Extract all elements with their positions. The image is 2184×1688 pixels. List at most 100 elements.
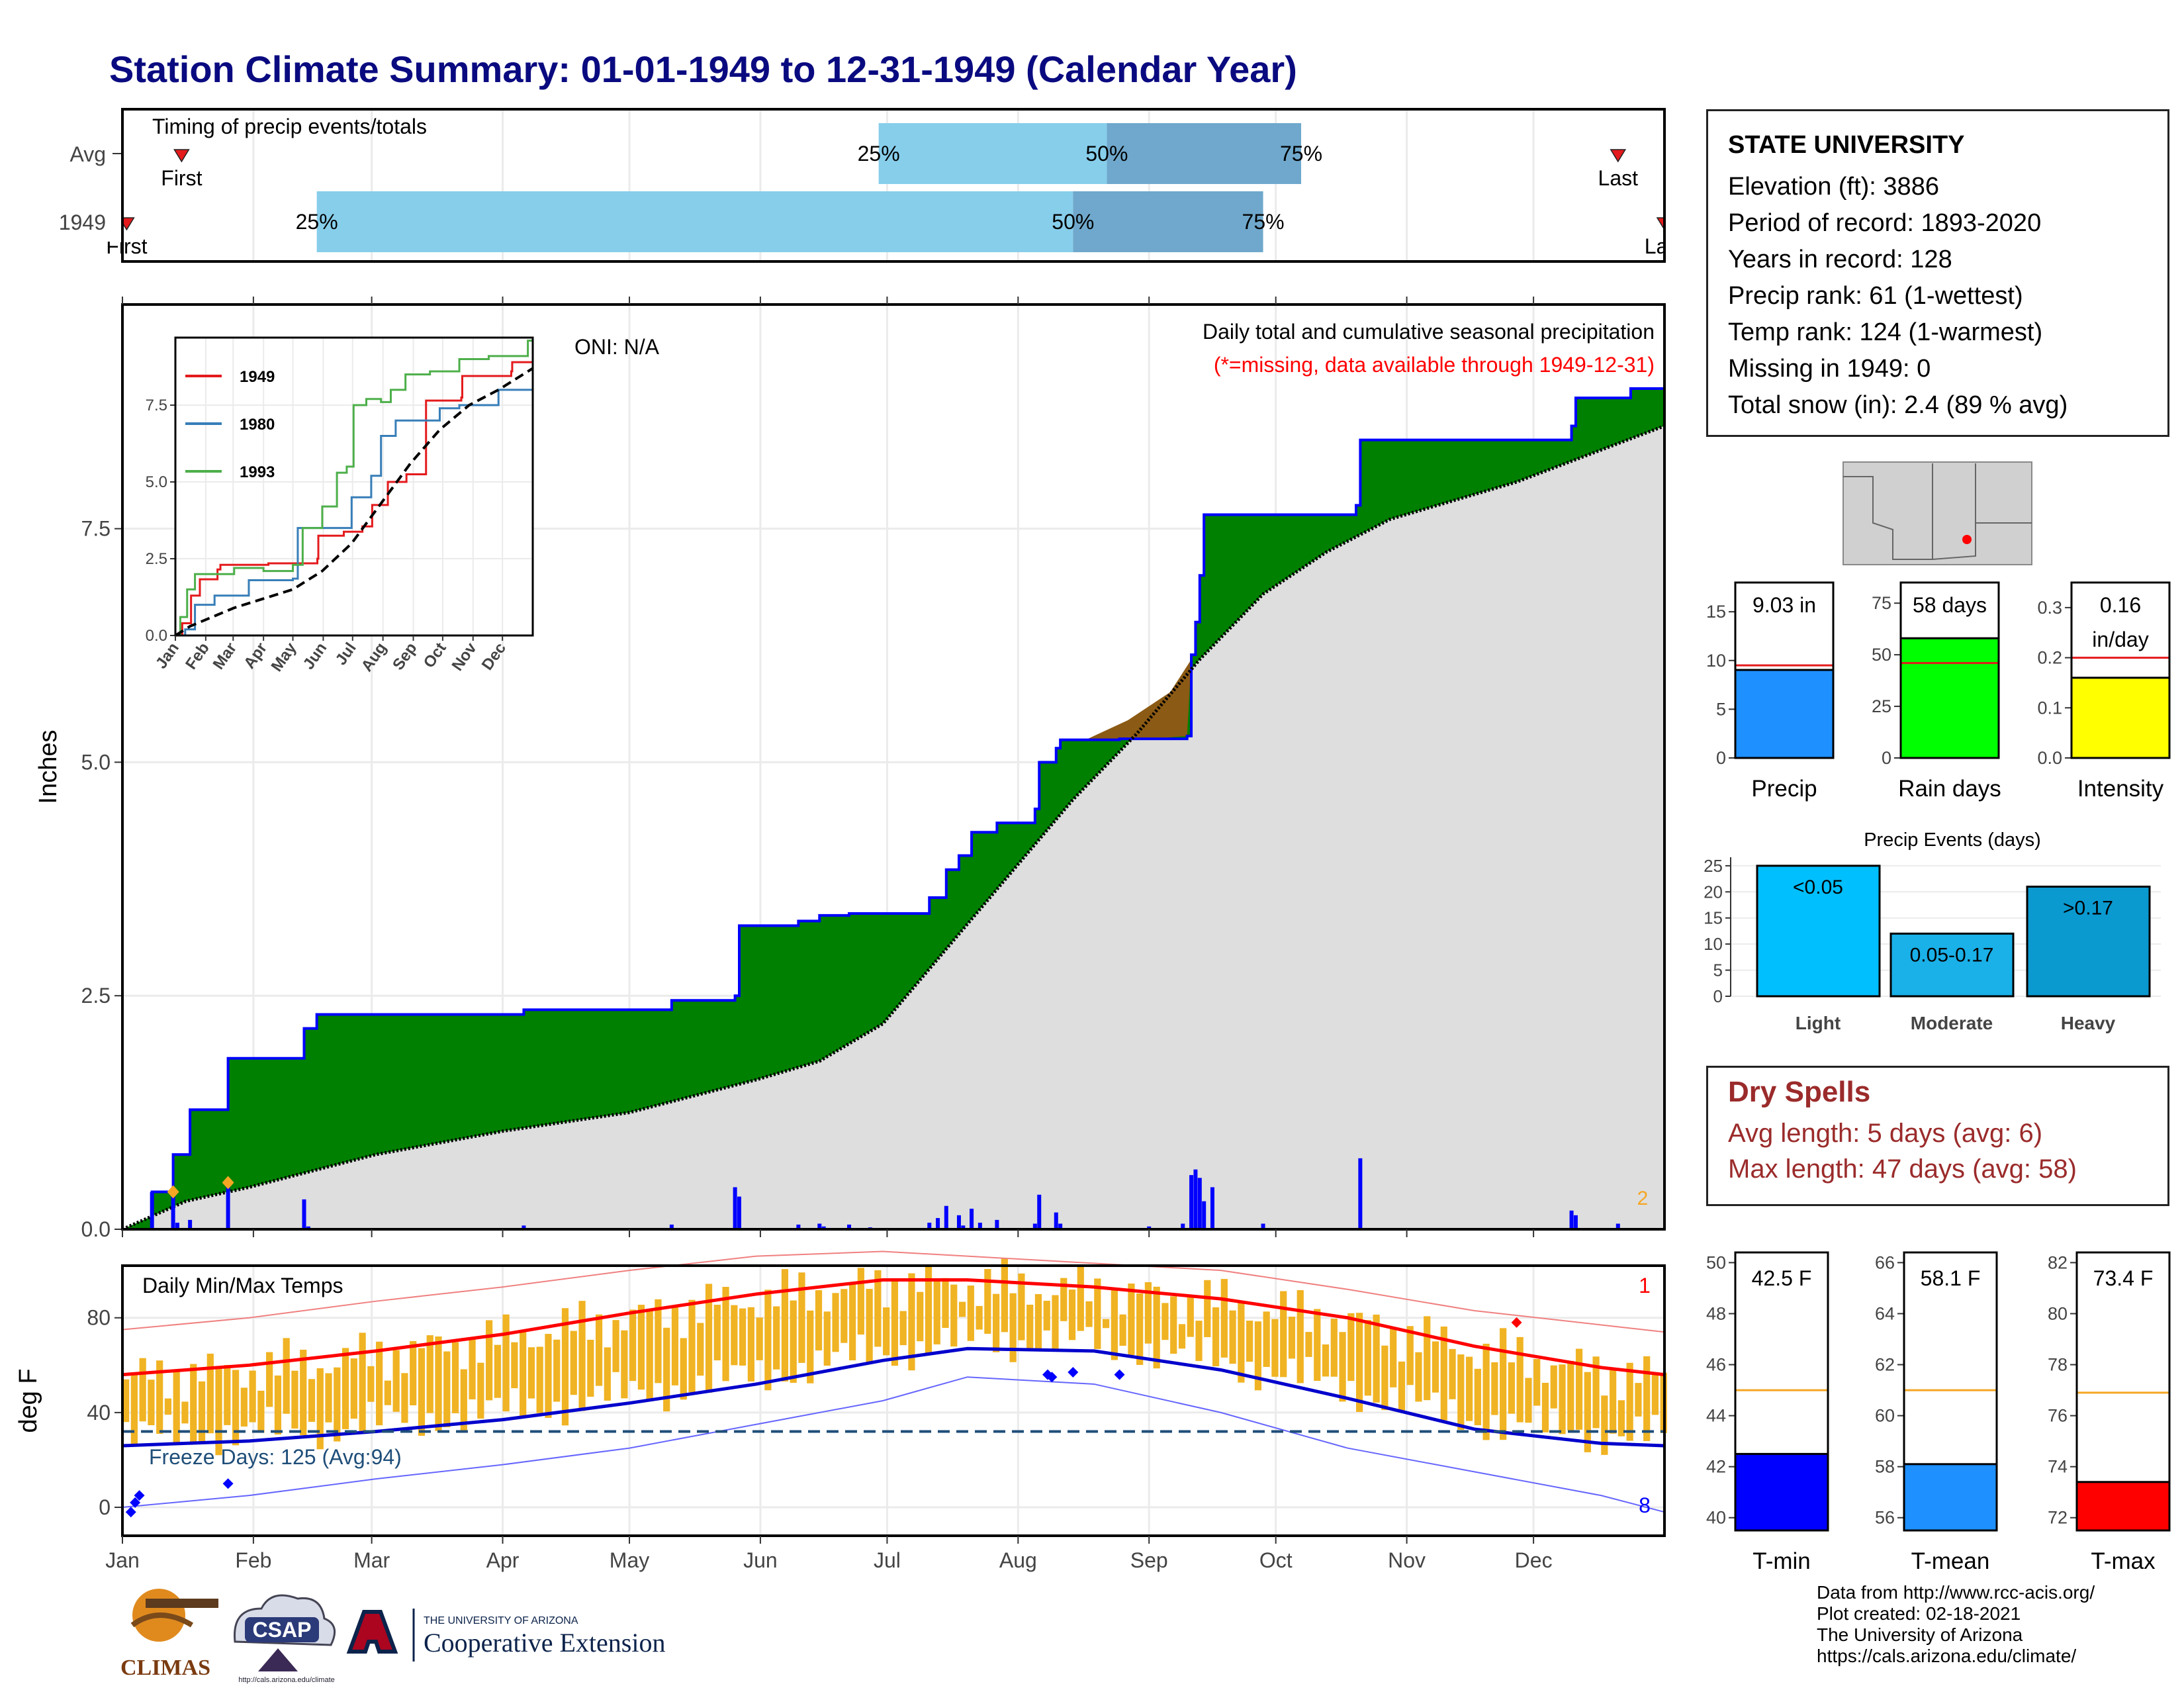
- t-mean-summary-ytick-label: 56: [1875, 1508, 1895, 1528]
- events-bar: [1756, 865, 1881, 998]
- daily-temp-range-bar: [629, 1309, 637, 1382]
- record-max-line: [122, 1250, 1665, 1333]
- daily-precip-bar: [936, 1218, 940, 1229]
- t-max-summary-category-label: T-max: [2091, 1548, 2156, 1574]
- daily-temp-range-bar: [1085, 1301, 1093, 1327]
- station-name: STATE UNIVERSITY: [1728, 131, 1965, 159]
- precip-ylabel: Inches: [34, 730, 62, 804]
- daily-temp-range-bar: [1254, 1321, 1262, 1391]
- daily-temp-range-bar: [1610, 1368, 1617, 1434]
- t-mean-summary-ytick-label: 64: [1875, 1303, 1895, 1323]
- daily-temp-range-bar: [866, 1289, 873, 1364]
- daily-temp-range-bar: [190, 1364, 197, 1444]
- map-state-borders: [1843, 463, 1976, 560]
- rain-days-summary-frame: [1899, 581, 2000, 759]
- freeze-days-label: Freeze Days: 125 (Avg:94): [149, 1445, 402, 1469]
- t-mean-summary-frame: [1903, 1251, 1998, 1532]
- daily-temp-range-bar: [334, 1367, 341, 1442]
- timeline-pct25: 25%: [858, 142, 900, 165]
- daily-temp-range-bar: [1635, 1383, 1642, 1417]
- daily-precip-bar: [302, 1199, 306, 1229]
- daily-temp-range-bar: [705, 1284, 713, 1393]
- daily-temp-range-bar: [274, 1375, 282, 1434]
- daily-temp-range-bar: [993, 1293, 1000, 1352]
- daily-temp-range-bar: [1001, 1258, 1008, 1333]
- inset-series-line: [175, 358, 534, 637]
- record-high-count: 1: [1639, 1274, 1651, 1297]
- daily-temp-range-bar: [680, 1338, 687, 1400]
- rain-days-summary-ytick-label: 0: [1882, 748, 1891, 768]
- t-max-summary-ytick-label: 76: [2048, 1406, 2068, 1426]
- precip-ytick-label: 5.0: [81, 750, 111, 774]
- station-temp-rank: Temp rank: 124 (1-warmest): [1728, 318, 2043, 346]
- snow-marker: [167, 1185, 179, 1199]
- t-mean-summary-ytick-label: 66: [1875, 1252, 1895, 1272]
- timeline-pct75: 75%: [1242, 210, 1285, 234]
- oni-label: ONI: N/A: [574, 335, 660, 359]
- timeline-row-label: 1949: [59, 211, 106, 234]
- daily-precip-bar: [995, 1219, 999, 1229]
- daily-temp-range-bar: [646, 1309, 653, 1401]
- inset-series-line: [175, 338, 534, 637]
- t-max-summary-ytick-label: 74: [2048, 1457, 2068, 1477]
- daily-temp-range-bar: [1381, 1345, 1388, 1411]
- month-tick-label: Jul: [874, 1548, 901, 1572]
- daily-temp-range-bar: [206, 1353, 214, 1434]
- daily-temp-range-bar: [1525, 1378, 1532, 1423]
- daily-temp-range-bar: [739, 1308, 747, 1366]
- daily-temp-range-bar: [587, 1339, 594, 1397]
- daily-precip-bar: [1032, 1223, 1037, 1229]
- daily-temp-range-bar: [418, 1348, 426, 1436]
- daily-precip-bar: [733, 1187, 737, 1229]
- month-tick-label: Mar: [353, 1548, 390, 1572]
- daily-temp-range-bar: [841, 1289, 848, 1343]
- daily-temp-range-bar: [1406, 1326, 1414, 1385]
- events-category-label: Light: [1796, 1013, 1841, 1033]
- daily-temp-range-bar: [384, 1380, 391, 1405]
- map-background: [1843, 461, 2032, 565]
- events-category-label: Heavy: [2061, 1013, 2116, 1033]
- t-min-summary-ytick-label: 44: [1706, 1406, 1726, 1426]
- inset-ytick-label: 5.0: [146, 473, 167, 491]
- daily-temp-range-bar: [520, 1332, 527, 1419]
- daily-temp-range-bar: [1373, 1314, 1380, 1403]
- credit-url[interactable]: https://cals.arizona.edu/climate/: [1817, 1646, 2077, 1666]
- month-tick-label: Apr: [486, 1548, 520, 1572]
- csap-logo: CSAP http://cals.arizona.edu/climate: [234, 1594, 336, 1684]
- daily-temp-range-bar: [1271, 1319, 1279, 1377]
- daily-temp-range-bar: [848, 1284, 856, 1361]
- daily-temp-range-bar: [1102, 1319, 1110, 1329]
- daily-temp-range-bar: [1398, 1361, 1406, 1413]
- t-mean-summary-bar: [1903, 1463, 1998, 1532]
- daily-precip-bar: [1197, 1178, 1202, 1229]
- daily-temp-range-bar: [1144, 1282, 1152, 1344]
- temp-ytick-label: 0: [99, 1495, 111, 1519]
- daily-temp-range-bar: [1457, 1354, 1465, 1430]
- daily-temp-range-bar: [958, 1301, 966, 1317]
- daily-temp-range-bar: [1559, 1364, 1566, 1434]
- month-tick-label: Feb: [235, 1548, 271, 1572]
- daily-temp-range-bar: [1136, 1293, 1144, 1365]
- daily-temp-range-bar: [815, 1290, 823, 1351]
- daily-temp-range-bar: [130, 1375, 138, 1444]
- daily-temp-range-bar: [341, 1348, 349, 1429]
- daily-temp-range-bar: [1424, 1316, 1431, 1401]
- daily-temp-range-bar: [663, 1327, 670, 1412]
- daily-temp-range-bar: [798, 1272, 805, 1363]
- timeline-pct75: 75%: [1280, 142, 1322, 165]
- daily-precip-bar: [1058, 1223, 1063, 1229]
- t-min-summary-value-label: 42.5 F: [1752, 1266, 1812, 1290]
- daily-temp-range-bar: [1195, 1321, 1203, 1362]
- daily-temp-range-bar: [1204, 1280, 1211, 1337]
- daily-temp-range-bar: [485, 1320, 493, 1401]
- daily-temp-range-bar: [1170, 1296, 1177, 1354]
- daily-temp-range-bar: [426, 1335, 433, 1413]
- rain-days-summary-ytick-label: 25: [1872, 696, 1891, 716]
- station-missing: Missing in 1949: 0: [1728, 355, 1931, 383]
- daily-temp-range-bar: [156, 1360, 163, 1434]
- rain-days-summary-ytick-label: 50: [1872, 645, 1891, 665]
- ua-text-bottom: Cooperative Extension: [424, 1628, 665, 1658]
- t-mean-summary-ytick-label: 58: [1875, 1457, 1895, 1477]
- daily-temp-range-bar: [747, 1307, 754, 1382]
- daily-temp-range-bar: [376, 1341, 383, 1426]
